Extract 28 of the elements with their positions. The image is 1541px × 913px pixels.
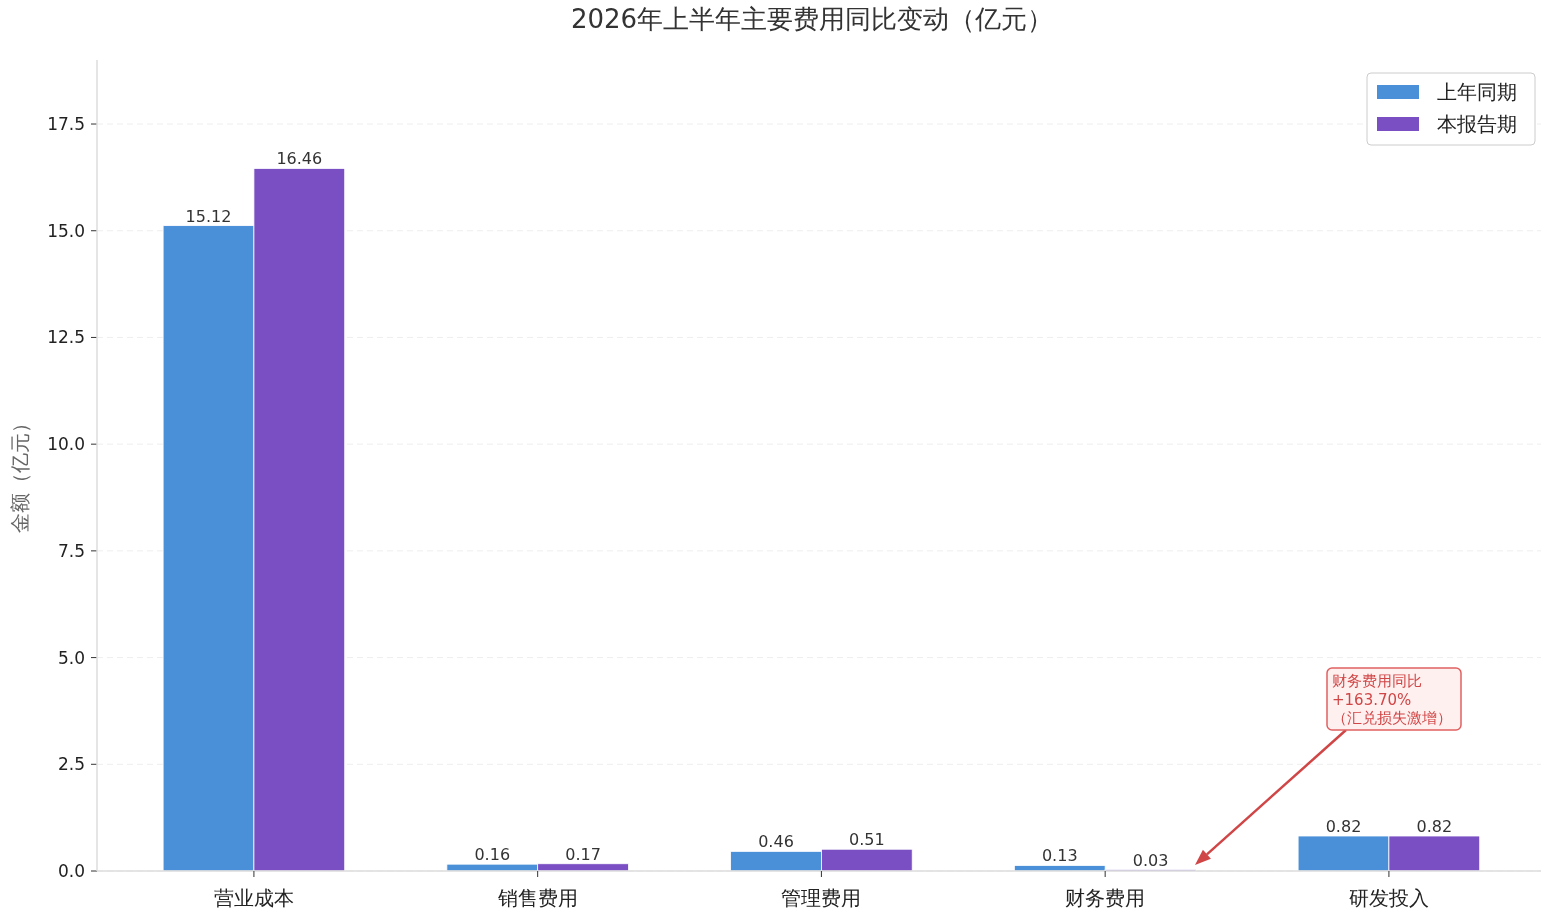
y-tick-label: 0.0 <box>57 861 85 881</box>
y-tick-label: 7.5 <box>57 540 85 561</box>
data-label: 15.12 <box>185 206 232 226</box>
data-label: 0.03 <box>1132 850 1169 870</box>
legend-label: 本报告期 <box>1437 112 1517 136</box>
x-tick-label: 研发投入 <box>1348 886 1429 910</box>
data-label: 0.17 <box>565 844 601 864</box>
legend-label: 上年同期 <box>1437 80 1517 104</box>
y-tick-label: 15.0 <box>47 220 85 241</box>
data-label: 16.46 <box>276 149 323 169</box>
chart-title: 2026年上半年主要费用同比变动（亿元） <box>570 4 1054 34</box>
y-tick-label: 5.0 <box>57 647 85 668</box>
y-tick-label: 17.5 <box>47 114 85 135</box>
x-tick-label: 管理费用 <box>781 886 862 910</box>
data-label: 0.51 <box>849 830 885 850</box>
x-tick-label: 营业成本 <box>213 886 294 910</box>
data-label: 0.46 <box>758 832 794 852</box>
data-label: 0.16 <box>474 845 511 865</box>
annotation: 财务费用同比 +163.70% （汇兑损失激增） <box>1332 672 1452 727</box>
data-label: 0.13 <box>1041 846 1078 866</box>
x-tick-label: 财务费用 <box>1065 886 1146 910</box>
y-tick-label: 2.5 <box>57 754 85 775</box>
y-axis-title: 金额（亿元） <box>8 412 32 533</box>
data-label: 0.82 <box>1325 817 1362 836</box>
y-tick-label: 12.5 <box>47 327 85 348</box>
x-tick-label: 销售费用 <box>496 886 578 910</box>
y-tick-label: 10.0 <box>47 434 85 455</box>
data-label: 0.82 <box>1416 817 1453 836</box>
